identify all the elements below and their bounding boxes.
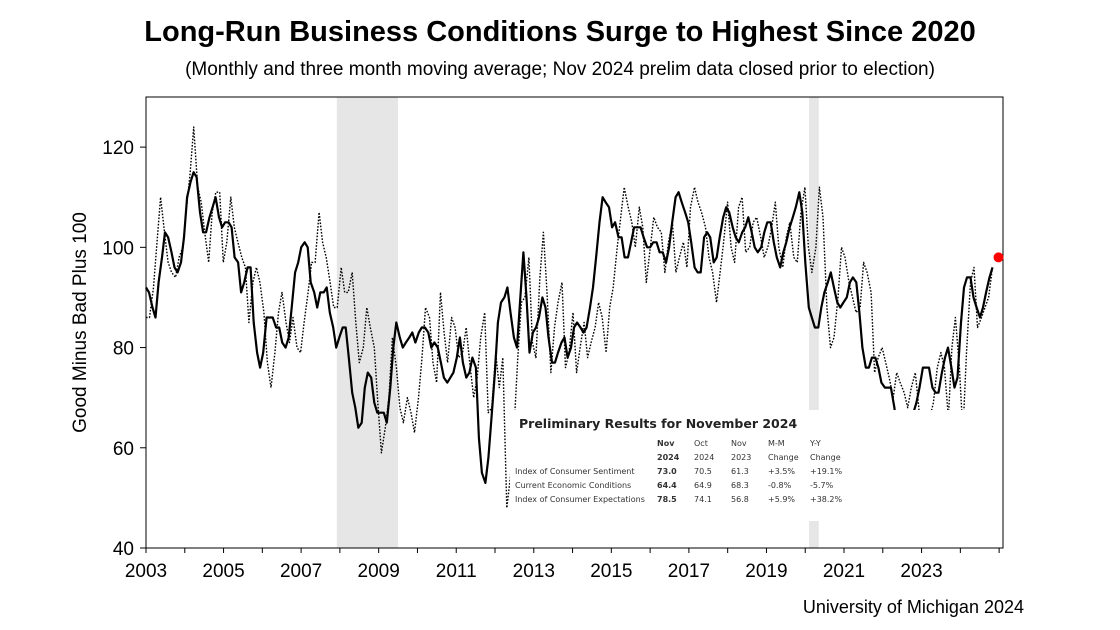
chart-title: Long-Run Business Conditions Surge to Hi… <box>144 16 976 48</box>
header-cell: 2024 <box>694 453 715 462</box>
x-tick-label: 2021 <box>823 561 865 582</box>
table-cell: 64.4 <box>657 481 677 490</box>
table-cell: 70.5 <box>694 467 712 476</box>
header-cell: Y-Y <box>810 439 821 448</box>
header-cell: Nov <box>657 439 675 448</box>
table-row: Index of Consumer Sentiment 73.0 70.5 61… <box>515 467 852 481</box>
x-tick-label: 2023 <box>900 561 942 582</box>
source-note: University of Michigan 2024 <box>802 597 1024 617</box>
x-tick-label: 2011 <box>436 561 477 582</box>
table-cell: +19.1% <box>810 467 843 476</box>
table-cell: +3.5% <box>768 467 796 476</box>
header-cell: Change <box>768 453 799 462</box>
header-cell: 2023 <box>731 453 752 462</box>
y-tick-label: 60 <box>113 439 134 460</box>
recession-band <box>336 97 399 548</box>
row-label: Index of Consumer Sentiment <box>515 467 635 476</box>
header-cell: M-M <box>768 439 785 448</box>
x-tick-label: 2019 <box>745 561 787 582</box>
results-table: Nov Oct Nov M-M Y-Y 2024 2024 2023 Chang… <box>515 439 852 509</box>
header-cell <box>515 439 657 453</box>
inset-title: Preliminary Results for November 2024 <box>519 416 798 431</box>
table-cell: 56.8 <box>731 495 749 504</box>
header-cell: Change <box>810 453 841 462</box>
chart-subtitle: (Monthly and three month moving average;… <box>185 59 935 80</box>
x-tick-label: 2005 <box>202 561 244 582</box>
x-tick-label: 2015 <box>590 561 632 582</box>
header-cell <box>515 453 657 467</box>
table-cell: -5.7% <box>810 481 834 490</box>
table-cell: 74.1 <box>694 495 712 504</box>
x-tick-label: 2007 <box>280 561 322 582</box>
header-cell: Nov <box>731 439 747 448</box>
row-label: Current Economic Conditions <box>515 481 632 490</box>
x-tick-label: 2003 <box>125 561 167 582</box>
table-cell: 78.5 <box>657 495 677 504</box>
x-tick-label: 2013 <box>513 561 555 582</box>
table-cell: 61.3 <box>731 467 749 476</box>
recession-band <box>809 97 819 412</box>
table-cell: 68.3 <box>731 481 749 490</box>
y-tick-label: 80 <box>113 339 134 360</box>
latest-data-point <box>993 252 1004 263</box>
table-cell: 73.0 <box>657 467 677 476</box>
table-cell: +38.2% <box>810 495 843 504</box>
monthly-series-line <box>146 126 994 509</box>
row-label: Index of Consumer Expectations <box>515 495 645 504</box>
header-cell: 2024 <box>657 453 680 462</box>
y-tick-label: 100 <box>102 238 134 259</box>
table-header-row: Nov Oct Nov M-M Y-Y <box>515 439 852 453</box>
table-cell: +5.9% <box>768 495 796 504</box>
plot-frame <box>145 96 1004 549</box>
y-axis-label: Good Minus Bad Plus 100 <box>70 212 91 433</box>
y-tick-label: 120 <box>102 138 134 159</box>
table-header-row: 2024 2024 2023 Change Change <box>515 453 852 467</box>
table-cell: -0.8% <box>768 481 792 490</box>
table-row: Index of Consumer Expectations 78.5 74.1… <box>515 495 852 509</box>
header-cell: Oct <box>694 439 708 448</box>
y-tick-label: 40 <box>113 539 134 560</box>
recession-band <box>809 521 819 548</box>
x-tick-label: 2017 <box>668 561 710 582</box>
table-row: Current Economic Conditions 64.4 64.9 68… <box>515 481 852 495</box>
preliminary-results-table: Preliminary Results for November 2024 No… <box>510 410 988 516</box>
x-tick-label: 2009 <box>358 561 400 582</box>
table-cell: 64.9 <box>694 481 712 490</box>
